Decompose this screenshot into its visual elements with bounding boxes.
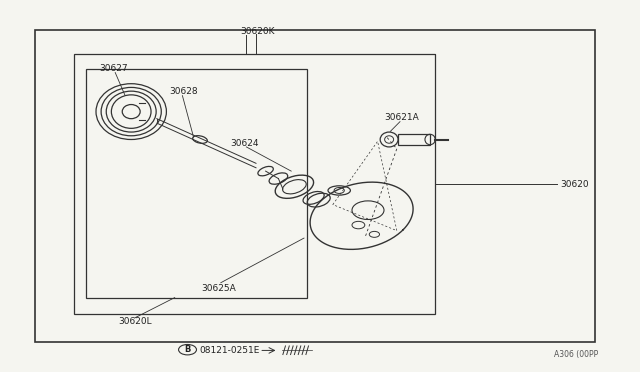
Text: A306 (00PP: A306 (00PP <box>554 350 598 359</box>
Bar <box>86 69 307 298</box>
Text: B: B <box>184 345 191 354</box>
Text: 30625A: 30625A <box>202 284 236 293</box>
Text: 30627: 30627 <box>99 64 128 73</box>
Text: 30624: 30624 <box>230 139 259 148</box>
Text: 08121-0251E: 08121-0251E <box>199 346 259 355</box>
Bar <box>35 30 595 342</box>
Text: 30620L: 30620L <box>118 317 152 326</box>
Text: 30621A: 30621A <box>384 113 419 122</box>
Bar <box>74 54 435 314</box>
Text: 30620K: 30620K <box>240 27 275 36</box>
Bar <box>398 134 430 145</box>
Text: 30628: 30628 <box>170 87 198 96</box>
Text: 30620: 30620 <box>560 180 589 189</box>
